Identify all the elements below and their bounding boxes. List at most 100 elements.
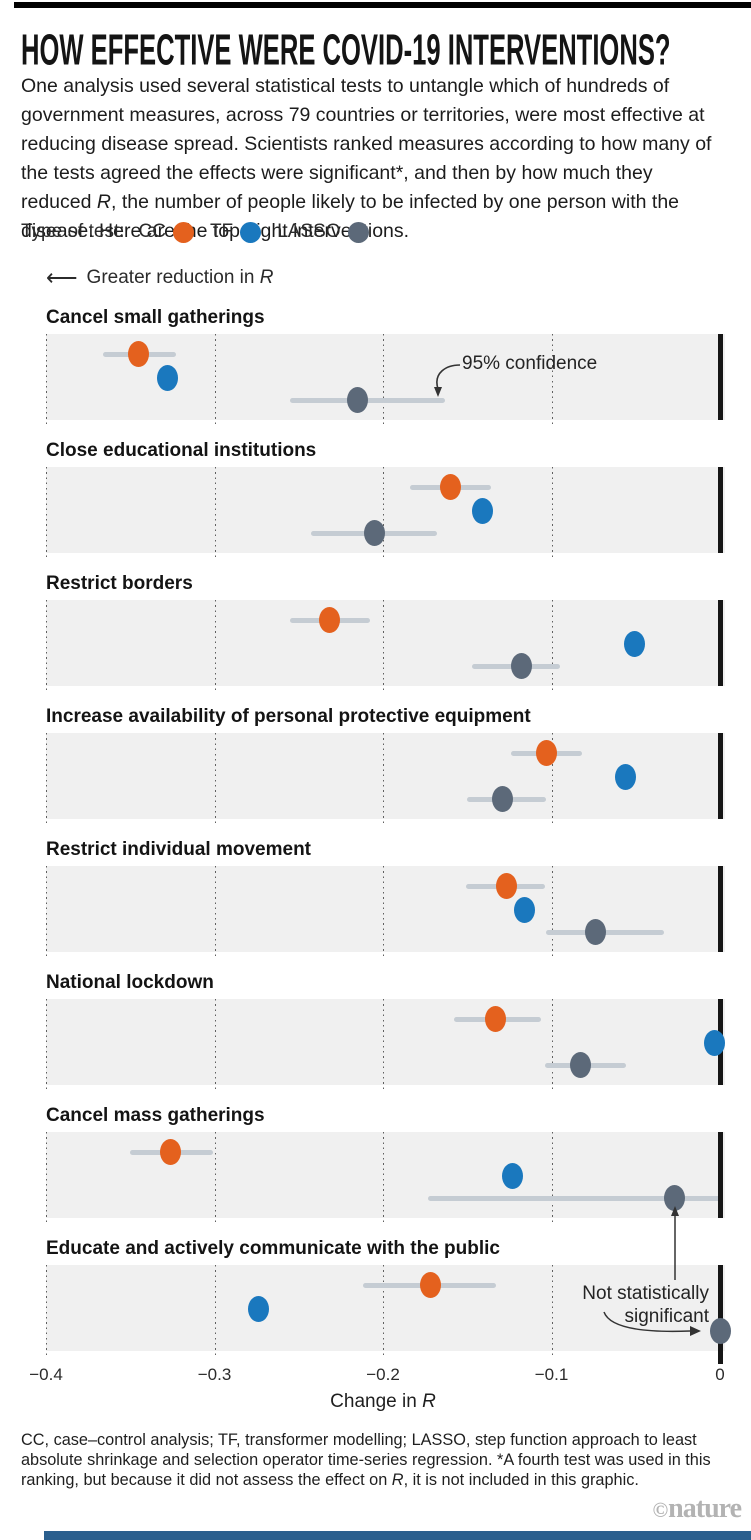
tf-dot-icon [240, 221, 262, 243]
direction-note: ⟵ Greater reduction in R [46, 267, 273, 289]
x-axis-tick-label: −0.3 [197, 1365, 232, 1384]
confidence-interval-bar [428, 1195, 722, 1201]
zero-line [717, 866, 723, 952]
tf-dot [615, 764, 637, 790]
dotted-gridline [46, 999, 47, 1092]
dotted-gridline [214, 999, 216, 1092]
cc-dot-icon [172, 221, 194, 243]
dotted-gridline [551, 1132, 553, 1225]
legend-item-lasso: LASSO [277, 221, 369, 243]
tf-dot [514, 897, 536, 923]
legend-tf-label: TF [209, 221, 234, 242]
x-axis-tick-label: −0.4 [29, 1365, 63, 1384]
dotted-gridline [214, 334, 216, 427]
dotted-gridline [551, 999, 553, 1092]
dotted-gridline [551, 1265, 553, 1358]
copyright-symbol: © [652, 1498, 669, 1522]
dotted-gridline [383, 866, 384, 959]
top-rule-bar [14, 2, 751, 8]
dotted-gridline [214, 1265, 216, 1358]
intervention-panel: Cancel mass gatherings [46, 1105, 725, 1225]
dotted-gridline [383, 733, 384, 826]
tf-dot [704, 1030, 726, 1056]
nature-wordmark: nature [668, 1493, 742, 1524]
zero-line [717, 334, 723, 420]
cc-dot [485, 1006, 507, 1032]
intervention-panel-title: Cancel small gatherings [46, 307, 265, 328]
legend-lasso-label: LASSO [277, 221, 341, 242]
legend-item-tf: TF [209, 221, 262, 243]
dotted-gridline [383, 467, 384, 560]
intervention-panel: Educate and actively communicate with th… [46, 1238, 731, 1358]
intervention-panel: Restrict individual movement [46, 839, 725, 959]
tf-dot [471, 498, 493, 524]
tf-dot [156, 365, 178, 391]
intro-r-italic: R [96, 191, 111, 213]
tf-dot [502, 1163, 524, 1189]
zero-line-stub [717, 1351, 723, 1364]
dotted-gridline [551, 467, 553, 560]
dotted-gridline [214, 600, 216, 693]
lasso-dot [664, 1185, 685, 1211]
curved-arrow-to-zero-dot-icon [603, 1311, 701, 1336]
dotted-gridline [551, 334, 553, 427]
bottom-rule-bar [44, 1531, 751, 1540]
panel-plot-background [46, 733, 725, 826]
cc-dot [495, 873, 517, 899]
cc-dot [128, 341, 150, 367]
annotation-not-significant: Not statistically significant [582, 1283, 709, 1327]
left-arrow-icon: ⟵ [46, 265, 78, 290]
direction-note-text: Greater reduction in R [86, 267, 274, 288]
dotted-gridline [46, 334, 47, 427]
intervention-panel: Restrict borders [46, 573, 725, 693]
dotted-gridline [383, 334, 384, 427]
lasso-dot [492, 786, 514, 812]
cc-dot [318, 607, 340, 633]
cc-dot [439, 474, 461, 500]
up-arrow-to-lasso-dot-icon [671, 1206, 679, 1280]
dotted-gridline [551, 866, 553, 959]
dotted-gridline [214, 866, 216, 959]
intervention-panel-title: National lockdown [46, 972, 214, 993]
legend-label: Type of test: [21, 221, 125, 242]
x-axis-tick-labels: −0.4 −0.3 −0.2 −0.1 0 [29, 1365, 725, 1387]
intervention-panel-title: Restrict individual movement [46, 839, 312, 860]
intervention-panel-title: Increase availability of personal protec… [46, 706, 531, 727]
curved-arrow-to-ci-icon [434, 364, 461, 397]
dotted-gridline [46, 1132, 47, 1225]
x-axis-title: Change in R [330, 1391, 436, 1412]
tf-dot [247, 1296, 269, 1322]
x-axis-tick-label: −0.1 [534, 1365, 569, 1384]
zero-line [717, 1265, 723, 1351]
zero-line [717, 600, 723, 686]
x-axis-tick-label: −0.2 [366, 1365, 400, 1384]
dotted-gridline [383, 1132, 384, 1225]
dotted-gridline [46, 467, 47, 560]
dotted-gridline [383, 1265, 384, 1358]
intervention-panel-title: Close educational institutions [46, 440, 317, 461]
panel-plot-background [46, 467, 725, 560]
intervention-panel-title: Educate and actively communicate with th… [46, 1238, 500, 1259]
panel-plot-background [46, 999, 726, 1092]
nature-logo: ©nature [652, 1493, 742, 1525]
page-title: HOW EFFECTIVE WERE COVID-19 INTERVENTION… [21, 26, 671, 75]
intro-text-end: , the number of people likely to be infe… [21, 191, 680, 242]
lasso-dot-icon [347, 221, 369, 243]
lasso-dot [364, 520, 386, 546]
intervention-panel-title: Restrict borders [46, 573, 193, 594]
dotted-gridline [214, 467, 216, 560]
tf-dot [623, 631, 645, 657]
legend: Type of test: CC TF LASSO [21, 221, 385, 243]
intervention-panel: Close educational institutions [46, 440, 725, 560]
intervention-panel: Increase availability of personal protec… [46, 706, 725, 826]
lasso-dot [347, 387, 369, 413]
zero-line [717, 1132, 723, 1218]
lasso-dot [584, 919, 606, 945]
dotted-gridline [551, 600, 553, 693]
panel-plot-background [46, 334, 725, 427]
dotted-gridline [551, 733, 553, 826]
intervention-panel: National lockdown [46, 972, 726, 1092]
dotted-gridline [214, 1132, 216, 1225]
lasso-dot [510, 653, 532, 679]
